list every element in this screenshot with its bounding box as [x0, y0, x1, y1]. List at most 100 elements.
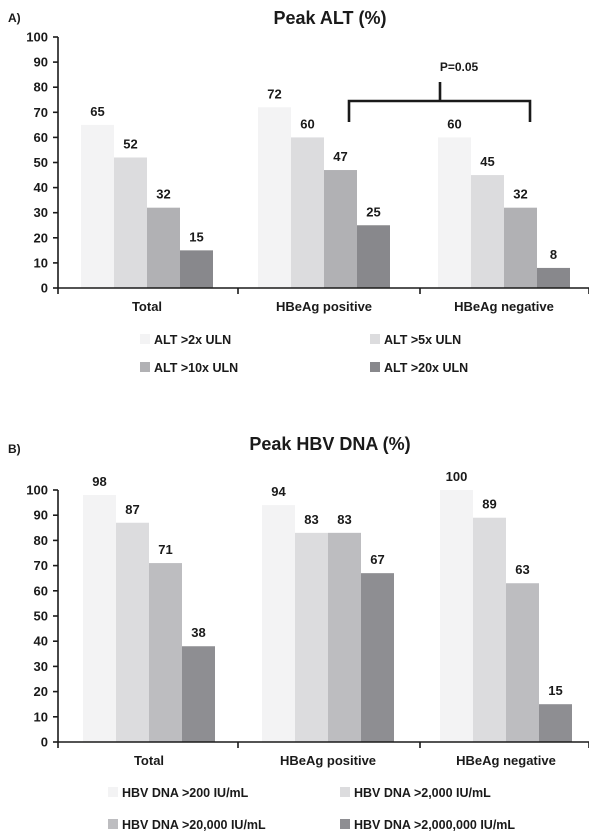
y-tick-label: 40: [34, 180, 48, 195]
data-label: 15: [189, 229, 203, 244]
legend-label: HBV DNA >2,000 IU/mL: [354, 786, 491, 800]
bar: [116, 522, 149, 742]
data-label: 89: [482, 497, 496, 512]
data-label: 32: [513, 187, 527, 202]
bar: [357, 225, 390, 288]
data-label: 25: [366, 204, 380, 219]
category-labels: Total HBeAg positive HBeAg negative: [132, 299, 554, 314]
y-tick-label: 0: [41, 735, 48, 750]
y-axis-ticks: 0 10 20 30 40 50 60 70 80 90 100: [26, 483, 58, 750]
y-tick-label: 80: [34, 80, 48, 95]
bar: [328, 532, 361, 742]
bar: [295, 532, 328, 742]
data-label: 52: [123, 136, 137, 151]
bracket-line: [347, 99, 532, 122]
data-label: 87: [125, 502, 139, 517]
legend-label: HBV DNA >2,000,000 IU/mL: [354, 818, 515, 832]
category-labels: Total HBeAg positive HBeAg negative: [134, 753, 556, 768]
bar: [539, 704, 572, 742]
bar: [471, 175, 504, 288]
y-tick-label: 100: [26, 483, 48, 498]
chart-title: Peak HBV DNA (%): [249, 434, 410, 454]
legend-swatch: [108, 787, 118, 797]
y-tick-label: 70: [34, 558, 48, 573]
legend: ALT >2x ULN ALT >5x ULN ALT >10x ULN ALT >2…: [140, 333, 468, 375]
legend-swatch: [340, 819, 350, 829]
y-tick-label: 40: [34, 634, 48, 649]
bar: [440, 490, 473, 742]
legend-label: HBV DNA >20,000 IU/mL: [122, 818, 266, 832]
category-label: Total: [134, 753, 164, 768]
y-tick-label: 90: [34, 508, 48, 523]
chart-title: Peak ALT (%): [273, 8, 386, 28]
data-label: 67: [370, 552, 384, 567]
y-tick-label: 50: [34, 609, 48, 624]
data-label: 72: [267, 86, 281, 101]
y-tick-label: 30: [34, 659, 48, 674]
bar: [83, 495, 116, 742]
bar: [291, 137, 324, 288]
p-value-label: P=0.05: [440, 60, 479, 74]
bar: [258, 107, 291, 288]
category-label: HBeAg positive: [276, 299, 372, 314]
bar: [438, 137, 471, 288]
panel-label: B): [8, 442, 21, 456]
bar: [537, 267, 570, 288]
data-label: 83: [337, 512, 351, 527]
y-tick-label: 50: [34, 155, 48, 170]
y-tick-label: 60: [34, 130, 48, 145]
y-tick-label: 90: [34, 55, 48, 70]
bar: [149, 563, 182, 742]
data-labels: 98 87 71 38 94 83 83 67 100 89 63 15: [92, 469, 562, 698]
panel-b: B) Peak HBV DNA (%) 0 10 20 30 40 50 60 70 80 90 1…: [8, 434, 589, 832]
bar: [81, 124, 114, 288]
bar: [180, 250, 213, 288]
y-tick-label: 70: [34, 105, 48, 120]
data-label: 38: [191, 625, 205, 640]
y-tick-label: 10: [34, 255, 48, 270]
legend-swatch: [370, 362, 380, 372]
y-tick-label: 20: [34, 230, 48, 245]
bar: [506, 583, 539, 742]
category-label: HBeAg positive: [280, 753, 376, 768]
data-labels: 65 52 32 15 72 60 47 25 60 45 32 8: [90, 86, 557, 262]
y-tick-label: 80: [34, 533, 48, 548]
bar: [262, 505, 295, 742]
data-label: 63: [515, 562, 529, 577]
legend-label: ALT >10x ULN: [154, 361, 238, 375]
bar: [504, 207, 537, 288]
significance-bracket: P=0.05: [347, 60, 532, 122]
legend-label: ALT >20x ULN: [384, 361, 468, 375]
data-label: 100: [446, 469, 468, 484]
legend-swatch: [340, 787, 350, 797]
axes: [57, 37, 589, 294]
y-tick-label: 100: [26, 30, 48, 45]
y-axis-ticks: 0 10 20 30 40 50 60 70 80 90 100: [26, 30, 58, 296]
data-label: 32: [156, 187, 170, 202]
data-label: 60: [300, 116, 314, 131]
data-label: 83: [304, 512, 318, 527]
bars: [83, 490, 572, 742]
panel-label: A): [8, 11, 21, 25]
data-label: 45: [480, 154, 494, 169]
data-label: 71: [158, 542, 172, 557]
data-label: 8: [550, 247, 557, 262]
data-label: 47: [333, 149, 347, 164]
data-label: 15: [548, 683, 562, 698]
bar: [182, 646, 215, 742]
bar: [324, 170, 357, 288]
data-label: 98: [92, 474, 106, 489]
axes: [57, 490, 589, 748]
bars: [81, 107, 570, 288]
y-tick-label: 10: [34, 709, 48, 724]
y-tick-label: 0: [41, 281, 48, 296]
y-tick-label: 60: [34, 583, 48, 598]
category-label: HBeAg negative: [454, 299, 554, 314]
legend-swatch: [140, 362, 150, 372]
legend-swatch: [108, 819, 118, 829]
data-label: 65: [90, 104, 104, 119]
bar: [361, 573, 394, 742]
legend-label: HBV DNA >200 IU/mL: [122, 786, 249, 800]
category-label: HBeAg negative: [456, 753, 556, 768]
